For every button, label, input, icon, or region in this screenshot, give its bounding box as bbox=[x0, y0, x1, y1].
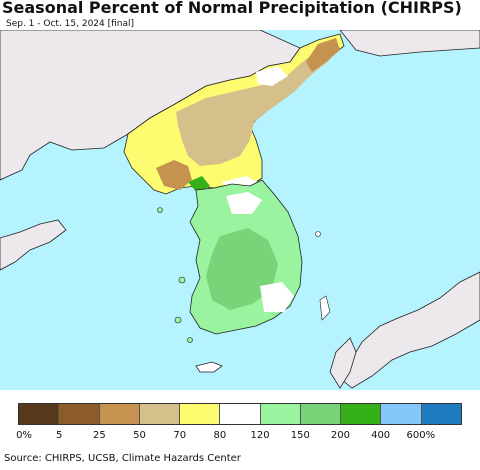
color-legend: 0% 5 25 50 70 80 120 150 200 400 600% bbox=[16, 403, 478, 441]
legend-tick-label: 120 bbox=[250, 430, 270, 441]
legend-swatch bbox=[139, 404, 181, 424]
map-subtitle: Sep. 1 - Oct. 15, 2024 [final] bbox=[6, 19, 135, 29]
legend-swatch bbox=[99, 404, 140, 424]
north-korea-dry-brown-2 bbox=[156, 160, 192, 190]
island-3 bbox=[187, 337, 193, 343]
legend-tick-label: 600% bbox=[406, 430, 436, 441]
legend-swatch bbox=[341, 404, 382, 424]
island-4 bbox=[157, 207, 163, 213]
legend-swatch bbox=[59, 404, 100, 424]
north-korea-normal-1 bbox=[256, 66, 288, 86]
legend-tick-label: 80 bbox=[213, 430, 227, 441]
south-korea-normal-east bbox=[260, 282, 294, 312]
legend-swatch bbox=[19, 404, 60, 424]
island-2 bbox=[174, 316, 182, 324]
legend-swatch bbox=[421, 404, 461, 424]
island-1 bbox=[178, 276, 186, 284]
north-korea-dry-tan bbox=[176, 46, 332, 166]
legend-tick-label: 70 bbox=[173, 430, 187, 441]
legend-swatch bbox=[300, 404, 342, 424]
legend-tick-label: 25 bbox=[92, 430, 106, 441]
legend-tick-label: 150 bbox=[290, 430, 310, 441]
map-title: Seasonal Percent of Normal Precipitation… bbox=[2, 0, 462, 17]
legend-swatch bbox=[180, 404, 221, 424]
legend-swatch bbox=[381, 404, 422, 424]
legend-tick-label: 0% bbox=[16, 430, 32, 441]
russia-land bbox=[339, 30, 480, 57]
south-korea-normal-north bbox=[226, 192, 262, 214]
tsushima-island bbox=[319, 295, 331, 321]
north-korea-dry-brown bbox=[306, 38, 340, 72]
legend-tick-label: 200 bbox=[330, 430, 350, 441]
legend-tick-label: 5 bbox=[55, 430, 63, 441]
legend-swatch bbox=[260, 404, 301, 424]
shandong-land bbox=[0, 219, 67, 271]
legend-tick-label: 50 bbox=[133, 430, 146, 441]
jeju-island bbox=[195, 361, 223, 373]
precipitation-map bbox=[0, 30, 480, 390]
legend-swatch bbox=[220, 404, 261, 424]
legend-tick-label: 400 bbox=[371, 430, 391, 441]
legend-color-bar bbox=[18, 403, 462, 425]
source-credit: Source: CHIRPS, UCSB, Climate Hazards Ce… bbox=[4, 453, 241, 464]
south-korea-wetter bbox=[206, 228, 278, 310]
ulleung-island bbox=[315, 231, 321, 237]
legend-labels: 0% 5 25 50 70 80 120 150 200 400 600% bbox=[16, 425, 478, 441]
japan-kyushu bbox=[329, 337, 357, 389]
